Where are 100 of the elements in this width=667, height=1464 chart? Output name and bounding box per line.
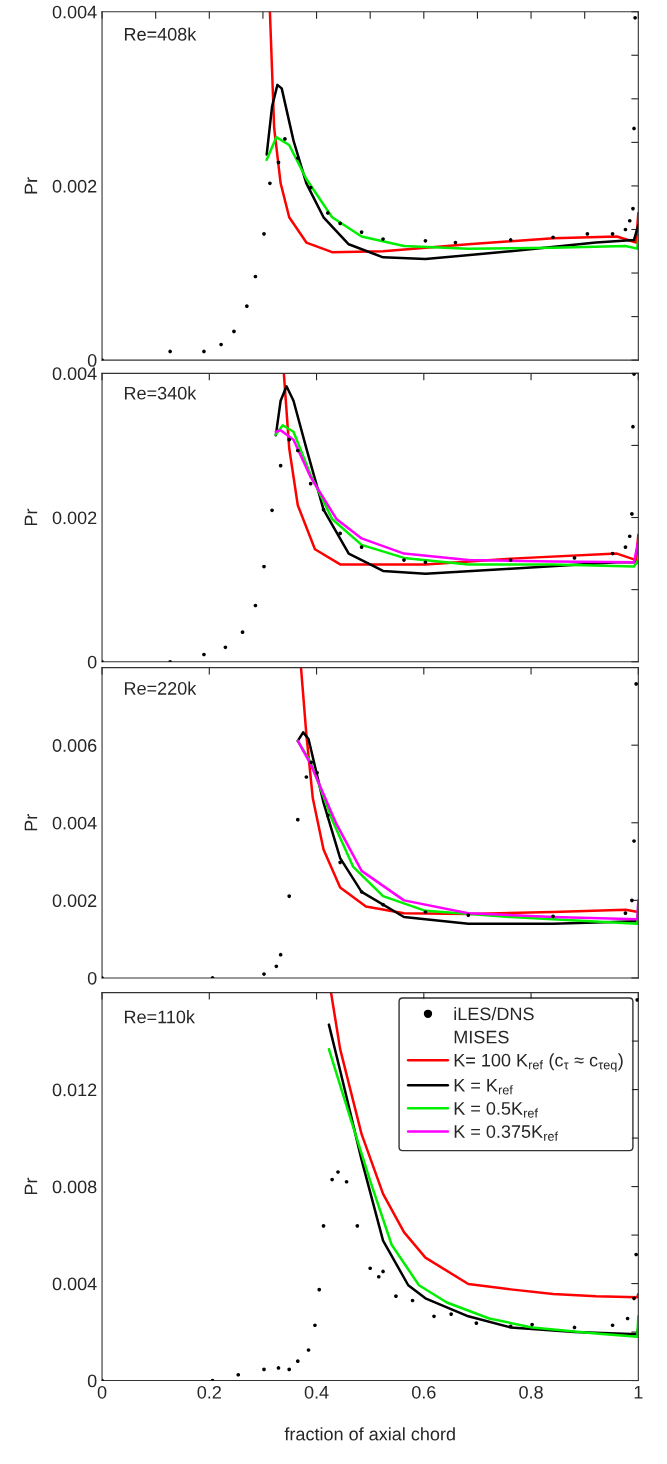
legend-label: iLES/DNS [454,1007,534,1021]
annotation: Re=110k [124,1010,195,1024]
point [262,232,266,236]
point [631,424,635,429]
x-tick-label: 0.2 [197,1385,221,1399]
x-tick-label: 1 [634,1386,643,1399]
y-tick-label: 0.004 [52,5,97,19]
point [336,1170,340,1174]
point [627,534,632,539]
point [245,304,249,308]
point [623,545,628,549]
y-tick-label: 0 [87,354,97,367]
point [262,972,266,976]
point [381,1269,385,1274]
point [423,560,428,565]
point [236,1372,241,1377]
y-axis-title: Pr [24,177,38,194]
point [634,1252,639,1257]
point [338,860,342,865]
x-tick-label: 0.4 [304,1385,329,1399]
y-axis-title: Pr [24,508,38,526]
point [632,839,636,843]
point [423,910,428,914]
point [423,238,428,243]
point [232,329,236,334]
point [287,437,292,442]
point [287,894,292,898]
legend-label: K = 0.5K$_{ref}$ [454,1102,538,1118]
point [585,232,590,236]
y-tick-label: 0.002 [52,894,97,908]
annotation: Re=220k [124,681,197,695]
y-tick-label: 0.008 [52,1180,97,1194]
y-tick-label: 0.012 [52,1083,97,1097]
point [551,914,555,919]
point [632,1296,636,1301]
point [381,237,385,241]
y-tick-label: 0 [87,971,97,985]
point [274,964,279,969]
x-tick-label: 0.8 [519,1385,543,1399]
point [466,913,471,917]
point [223,645,228,650]
point [321,1224,326,1228]
x-axis-title: fraction of axial chord [284,1427,455,1441]
point [572,556,577,560]
y-tick-label: 0.004 [52,367,97,381]
point [262,564,266,569]
point [306,1348,311,1352]
y-axis-title: Pr [24,814,38,831]
line-series [265,83,639,261]
point [325,211,330,215]
point [304,775,309,779]
point [295,817,300,822]
point [381,902,385,907]
point [276,1366,281,1370]
point [317,1287,322,1292]
point [325,813,330,818]
point [202,652,206,657]
point [376,1274,381,1279]
point [630,512,634,516]
point [262,1367,266,1372]
point [530,1322,534,1327]
point [402,558,406,562]
point [295,448,300,453]
point [630,898,634,903]
y-tick-label: 0.002 [52,179,97,193]
point [432,1314,436,1319]
point [309,760,314,765]
annotation: Re=408k [124,27,197,41]
point [508,558,513,562]
point [168,349,172,354]
point [474,1321,479,1325]
point [394,1294,398,1299]
point [508,238,513,242]
x-tick-label: 0.6 [411,1385,436,1399]
point [270,508,274,513]
point [359,889,364,894]
point [338,221,342,226]
point [634,682,639,686]
point [635,998,639,1002]
point [631,206,635,211]
point [610,232,615,236]
point [330,1177,334,1182]
point [632,126,636,131]
x-tick-label: 0 [97,1385,107,1399]
point [315,770,319,775]
point [219,342,223,347]
point [623,911,628,915]
point [344,1179,349,1184]
y-tick-label: 0.004 [52,1277,97,1291]
point [313,1323,317,1328]
y-axis-title: Pr [24,1177,38,1195]
point [283,137,287,141]
point [359,545,364,549]
y-tick-label: 0 [87,655,97,669]
y-tick-label: 0.004 [52,816,97,830]
y-tick-label: 0.006 [52,739,97,752]
legend-label: K= 100 K$_{ref}$ (c$_{τ}$ ≈ c$_{τeq}$) [454,1053,623,1072]
point [633,15,637,20]
point [268,181,272,186]
y-tick-label: 0 [87,1374,97,1388]
